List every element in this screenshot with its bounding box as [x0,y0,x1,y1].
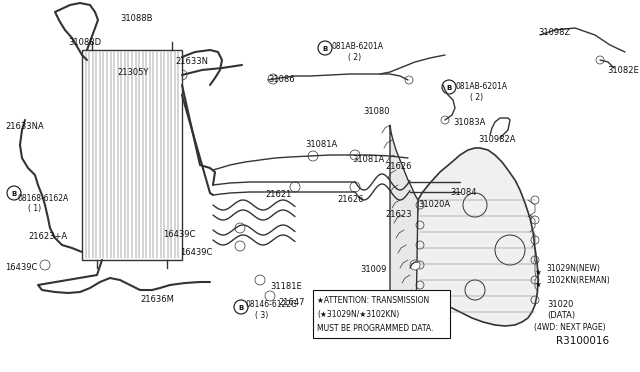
Circle shape [410,260,420,270]
Circle shape [405,76,413,84]
Text: 08146-6122G: 08146-6122G [245,300,297,309]
Text: 31029N(NEW): 31029N(NEW) [546,264,600,273]
Text: 31083A: 31083A [453,118,485,127]
Text: (★31029N/★3102KN): (★31029N/★3102KN) [317,310,399,319]
Circle shape [268,74,278,84]
Text: 21621: 21621 [265,190,291,199]
Text: ( 2): ( 2) [348,53,361,62]
Text: R3100016: R3100016 [556,336,609,346]
Text: 31084: 31084 [450,188,477,197]
Bar [82,50,182,260]
Text: 31088B: 31088B [120,14,152,23]
Text: 31020: 31020 [547,300,573,309]
Polygon shape [390,125,418,328]
Bar [313,290,450,338]
Text: 21626: 21626 [337,195,364,204]
Text: 08168-6162A: 08168-6162A [18,194,69,203]
Text: ( 3): ( 3) [255,311,268,320]
Text: 31082E: 31082E [607,66,639,75]
Circle shape [596,56,604,64]
Text: 081AB-6201A: 081AB-6201A [455,82,507,91]
Text: 31181E: 31181E [270,282,301,291]
Text: 21626: 21626 [385,162,412,171]
Circle shape [441,116,449,124]
Text: B: B [238,305,244,311]
Text: 21647: 21647 [278,298,305,307]
Text: (DATA): (DATA) [547,311,575,320]
Text: 31080: 31080 [363,107,390,116]
Text: 31088D: 31088D [68,38,101,47]
Text: 21633NA: 21633NA [5,122,44,131]
Circle shape [235,223,245,233]
Text: 21623+A: 21623+A [28,232,67,241]
Text: 31020A: 31020A [418,200,450,209]
Text: 16439C: 16439C [163,230,195,239]
Text: ( 1): ( 1) [28,204,41,213]
Text: 16439C: 16439C [5,263,37,272]
Text: 31086: 31086 [268,75,294,84]
Circle shape [235,241,245,251]
Text: 21305Y: 21305Y [117,68,148,77]
Circle shape [290,182,300,192]
Text: B: B [323,46,328,52]
Circle shape [308,151,318,161]
Circle shape [255,275,265,285]
Text: 31081A: 31081A [305,140,337,149]
Text: (4WD: NEXT PAGE): (4WD: NEXT PAGE) [534,323,605,332]
Text: 31020A: 31020A [405,330,437,339]
Text: 310982A: 310982A [478,135,515,144]
Circle shape [265,291,275,301]
Text: 31009: 31009 [360,265,387,274]
Text: B: B [446,85,452,91]
Text: 16439C: 16439C [180,248,212,257]
Text: 081AB-6201A: 081AB-6201A [332,42,384,51]
Text: ★ATTENTION: TRANSMISSION: ★ATTENTION: TRANSMISSION [317,296,429,305]
Text: 21633N: 21633N [175,57,208,66]
Text: 31081A: 31081A [352,155,384,164]
Circle shape [40,260,50,270]
Text: 21623: 21623 [385,210,412,219]
Text: 3102KN(REMAN): 3102KN(REMAN) [546,276,610,285]
Text: 31098Z: 31098Z [538,28,570,37]
Circle shape [177,70,187,80]
Text: B: B [12,191,17,197]
Text: ( 2): ( 2) [470,93,483,102]
Text: 21636M: 21636M [140,295,174,304]
Text: ★: ★ [534,268,541,277]
Polygon shape [405,148,538,335]
Text: ★: ★ [534,280,541,289]
Circle shape [350,150,360,160]
Circle shape [157,250,167,260]
Text: MUST BE PROGRAMMED DATA.: MUST BE PROGRAMMED DATA. [317,324,433,333]
Circle shape [350,182,360,192]
